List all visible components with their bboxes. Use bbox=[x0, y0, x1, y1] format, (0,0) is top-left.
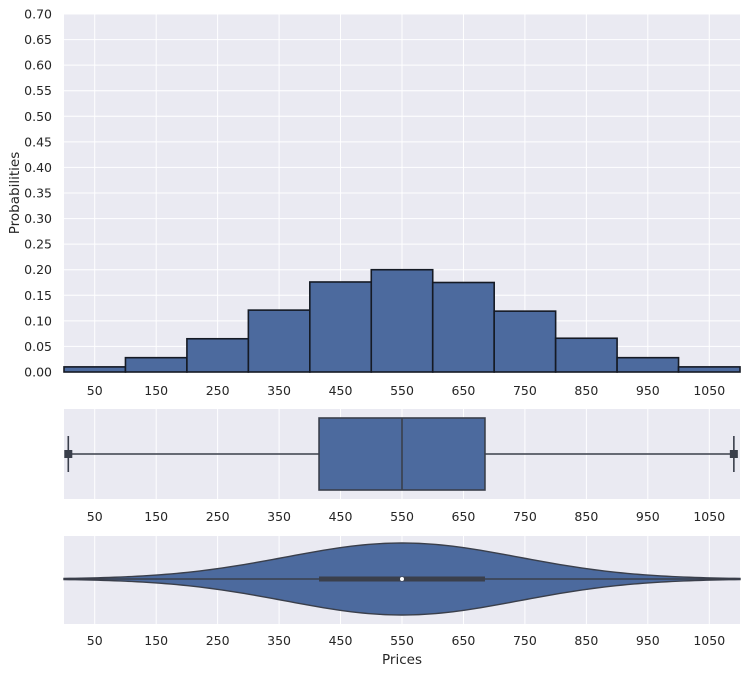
histogram-x-tick-label: 350 bbox=[267, 383, 291, 398]
violin-x-tick-label: 1050 bbox=[693, 633, 725, 648]
histogram-y-tick-label: 0.35 bbox=[24, 186, 52, 201]
histogram-y-tick-label: 0.15 bbox=[24, 288, 52, 303]
boxplot-outlier-left bbox=[64, 450, 73, 458]
histogram-y-tick-label: 0.50 bbox=[24, 109, 52, 124]
boxplot-x-tick-label: 450 bbox=[329, 509, 353, 524]
violin-x-tick-label: 650 bbox=[452, 633, 476, 648]
violin-x-tick-label: 350 bbox=[267, 633, 291, 648]
histogram-x-tick-label: 450 bbox=[329, 383, 353, 398]
boxplot-x-tick-label: 950 bbox=[636, 509, 660, 524]
violin-x-ticks: 50 150 250 350 450 550 650 750 850 950 1050 bbox=[87, 633, 725, 648]
violin-x-axis-label: Prices bbox=[382, 652, 422, 668]
violin-x-tick-label: 150 bbox=[144, 633, 168, 648]
histogram-bar bbox=[493, 310, 557, 373]
histogram-x-tick-label: 650 bbox=[452, 383, 476, 398]
boxplot-x-ticks: 50 150 250 350 450 550 650 750 850 950 1050 bbox=[87, 509, 725, 524]
histogram-y-tick-label: 0.65 bbox=[24, 32, 52, 47]
violin-x-tick-label: 750 bbox=[513, 633, 537, 648]
boxplot-x-tick-label: 850 bbox=[574, 509, 598, 524]
histogram-bar bbox=[616, 356, 680, 373]
histogram-x-tick-label: 850 bbox=[574, 383, 598, 398]
violin-x-tick-label: 50 bbox=[87, 633, 103, 648]
boxplot-x-tick-label: 350 bbox=[267, 509, 291, 524]
histogram-bar bbox=[247, 309, 311, 373]
histogram-bar bbox=[370, 268, 434, 373]
violin-panel: 50 150 250 350 450 550 650 750 850 950 1050 Prices bbox=[63, 536, 741, 668]
boxplot-x-tick-label: 150 bbox=[144, 509, 168, 524]
histogram-x-tick-label: 1050 bbox=[693, 383, 725, 398]
violin-x-tick-label: 950 bbox=[636, 633, 660, 648]
histogram-panel: 0.00 0.05 0.10 0.15 0.20 0.25 0.30 0.35 0.40 0.45… bbox=[7, 7, 741, 398]
histogram-y-tick-label: 0.70 bbox=[24, 7, 52, 22]
histogram-x-tick-label: 150 bbox=[144, 383, 168, 398]
boxplot-x-tick-label: 250 bbox=[206, 509, 230, 524]
histogram-y-axis-label: Probabilities bbox=[7, 152, 23, 234]
boxplot-x-tick-label: 650 bbox=[452, 509, 476, 524]
histogram-y-tick-label: 0.10 bbox=[24, 313, 52, 328]
histogram-x-tick-label: 250 bbox=[206, 383, 230, 398]
histogram-bar bbox=[186, 337, 250, 373]
histogram-x-tick-label: 50 bbox=[87, 383, 103, 398]
histogram-bar bbox=[309, 281, 373, 373]
histogram-x-tick-label: 550 bbox=[390, 383, 414, 398]
histogram-y-tick-label: 0.40 bbox=[24, 160, 52, 175]
violin-x-tick-label: 250 bbox=[206, 633, 230, 648]
histogram-x-tick-label: 750 bbox=[513, 383, 537, 398]
violin-x-tick-label: 450 bbox=[329, 633, 353, 648]
histogram-bars bbox=[63, 268, 741, 373]
histogram-y-tick-label: 0.05 bbox=[24, 339, 52, 354]
histogram-y-tick-label: 0.30 bbox=[24, 211, 52, 226]
histogram-bar bbox=[554, 337, 618, 373]
boxplot-x-tick-label: 50 bbox=[87, 509, 103, 524]
boxplot-outlier-right bbox=[729, 450, 738, 458]
boxplot-elements bbox=[64, 417, 738, 491]
histogram-bar bbox=[677, 366, 741, 373]
boxplot-x-tick-label: 550 bbox=[390, 509, 414, 524]
histogram-bar bbox=[124, 356, 188, 373]
histogram-y-tick-label: 0.55 bbox=[24, 83, 52, 98]
violin-elements bbox=[63, 542, 741, 616]
violin-x-tick-label: 850 bbox=[574, 633, 598, 648]
histogram-x-ticks: 50 150 250 350 450 550 650 750 850 950 1050 bbox=[87, 383, 725, 398]
violin-x-tick-label: 550 bbox=[390, 633, 414, 648]
histogram-y-tick-label: 0.20 bbox=[24, 262, 52, 277]
boxplot-x-tick-label: 750 bbox=[513, 509, 537, 524]
histogram-y-tick-label: 0.60 bbox=[24, 58, 52, 73]
histogram-x-tick-label: 950 bbox=[636, 383, 660, 398]
histogram-y-tick-label: 0.45 bbox=[24, 134, 52, 149]
violin-median-dot bbox=[400, 577, 404, 581]
boxplot-panel: 50 150 250 350 450 550 650 750 850 950 1050 bbox=[64, 409, 740, 524]
histogram-y-tick-label: 0.25 bbox=[24, 237, 52, 252]
histogram-bar bbox=[63, 366, 127, 373]
histogram-bar bbox=[431, 281, 495, 373]
histogram-y-tick-label: 0.00 bbox=[24, 365, 52, 380]
boxplot-x-tick-label: 1050 bbox=[693, 509, 725, 524]
histogram-y-ticks: 0.00 0.05 0.10 0.15 0.20 0.25 0.30 0.35 0.40 0.45… bbox=[24, 7, 52, 380]
